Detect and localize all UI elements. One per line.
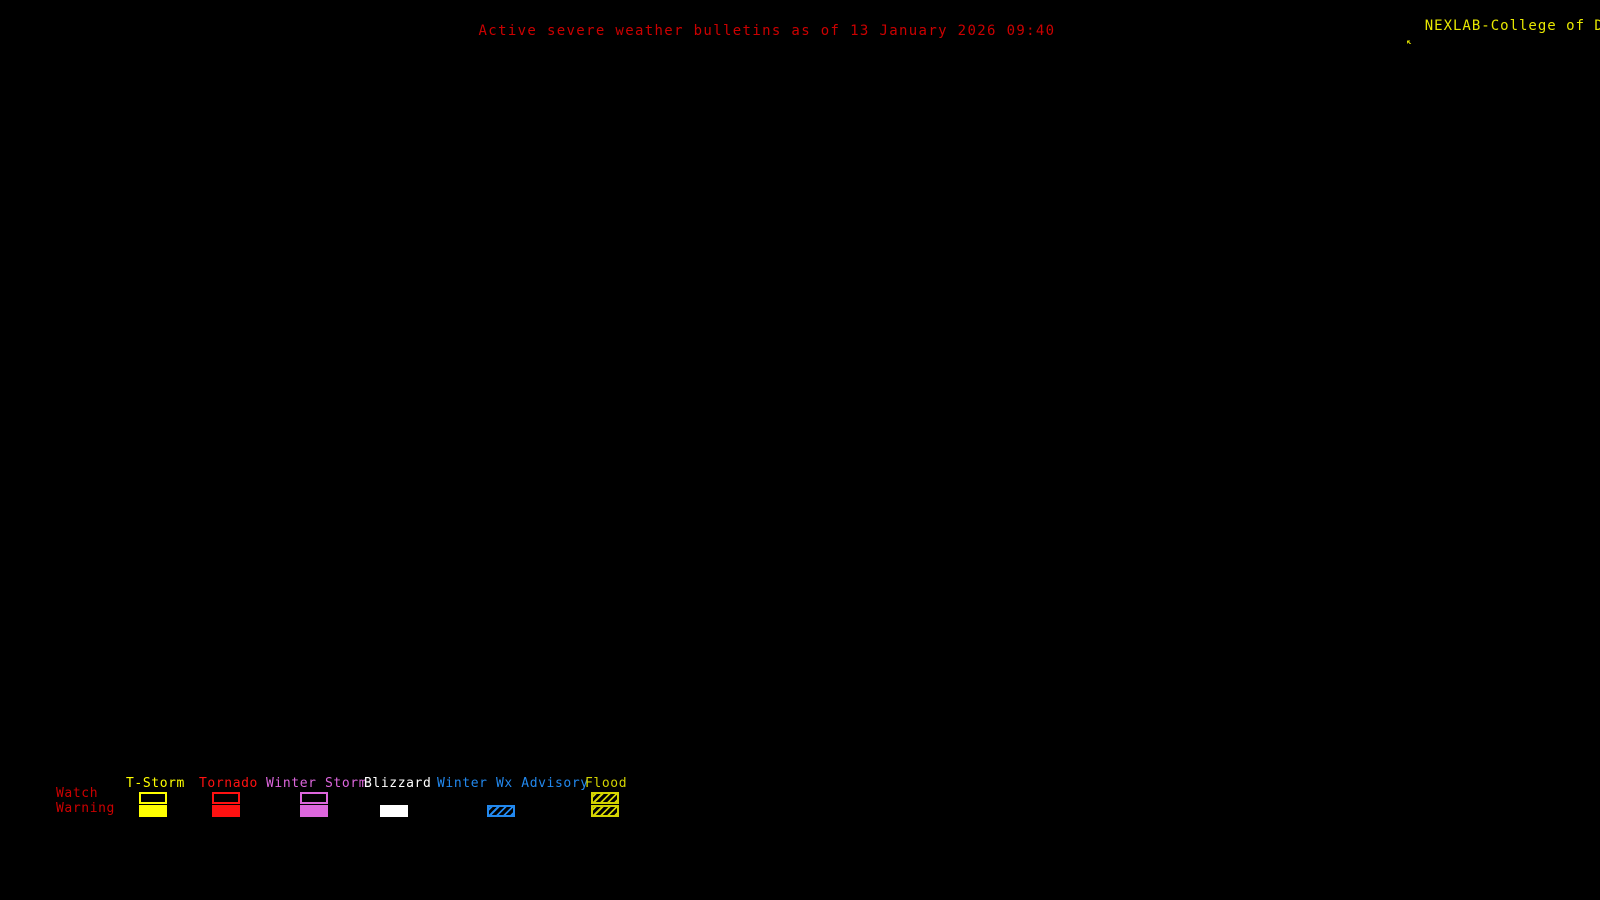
legend-swatch-slot-warning: [591, 805, 619, 817]
legend-swatch-icon: [300, 805, 328, 817]
legend-category-label: Winter Storm: [266, 776, 368, 791]
legend-category-label: Flood: [585, 776, 628, 791]
legend-swatch-icon: [300, 792, 328, 804]
legend-swatch-slot-warning: [300, 805, 328, 817]
brand-clipped-glyph-icon: ↖: [1405, 35, 1415, 50]
legend-swatch-icon: [212, 792, 240, 804]
legend-swatch-slot-watch: [212, 792, 240, 804]
legend-category-label: Winter Wx Advisory: [437, 776, 589, 791]
legend-row-label-watch: Watch: [56, 786, 99, 801]
legend-category-label: Blizzard: [364, 776, 432, 791]
legend-swatch-slot-warning: [139, 805, 167, 817]
legend-swatch-icon: [487, 805, 515, 817]
legend-swatch-icon: [139, 792, 167, 804]
legend-swatch-slot-watch: [139, 792, 167, 804]
legend-category-label: T-Storm: [126, 776, 185, 791]
legend-swatch-slot-warning: [487, 805, 515, 817]
legend-swatch-slot-warning: [212, 805, 240, 817]
legend-swatch-icon: [212, 805, 240, 817]
legend-swatch-icon: [139, 805, 167, 817]
legend-swatch-slot-watch: [380, 792, 408, 804]
legend-row-label-warning: Warning: [56, 801, 115, 816]
legend-category-label: Tornado: [199, 776, 258, 791]
legend-swatch-slot-warning: [380, 805, 408, 817]
bulletin-title-bar: Active severe weather bulletins as of 13…: [0, 20, 1600, 39]
legend-row-labels: Watch Warning: [56, 786, 146, 816]
legend-swatch-slot-watch: [591, 792, 619, 804]
brand-label: NEXLAB-College of DuPage ↖: [1387, 2, 1600, 51]
map-canvas[interactable]: [0, 44, 1600, 774]
legend-swatch-icon: [591, 805, 619, 817]
legend-swatch-icon: [591, 792, 619, 804]
legend: Watch Warning T-Storm Tornado Winter Storm…: [0, 776, 1600, 836]
legend-swatch-slot-watch: [487, 792, 515, 804]
page-title: Active severe weather bulletins as of 13…: [478, 23, 1056, 39]
legend-swatch-slot-watch: [300, 792, 328, 804]
brand-text: NEXLAB-College of DuPage: [1424, 18, 1600, 34]
legend-columns: T-Storm Tornado Winter Storm Blizzard Winter…: [0, 776, 1600, 836]
legend-swatch-icon: [380, 805, 408, 817]
